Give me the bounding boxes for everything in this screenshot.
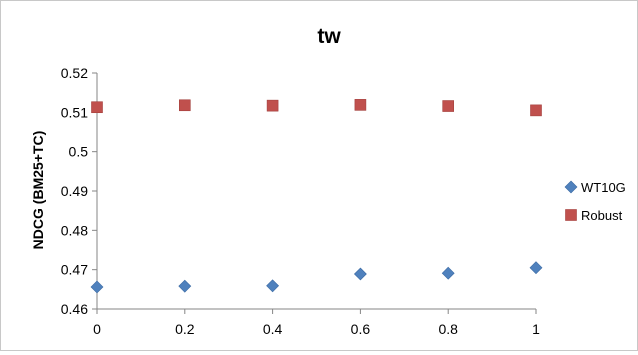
point-wt10g [266, 279, 280, 293]
point-wt10g [441, 266, 455, 280]
x-tick-label: 1 [532, 321, 540, 337]
x-tick-label: 0.2 [175, 321, 195, 337]
point-wt10g [178, 279, 192, 293]
y-tick-label: 0.51 [61, 104, 88, 120]
y-tick-label: 0.52 [61, 65, 88, 81]
chart-title: tw [317, 25, 341, 48]
legend-marker-wt10g [564, 180, 578, 194]
point-robust [530, 104, 542, 117]
x-tick-label: 0.6 [351, 321, 371, 337]
point-wt10g [529, 261, 543, 275]
legend-marker-robust [565, 209, 577, 221]
legend-label-robust: Robust [581, 208, 623, 223]
y-tick-label: 0.46 [61, 301, 88, 317]
legend-label-wt10g: WT10G [581, 180, 626, 195]
point-robust [442, 100, 455, 112]
y-tick-label: 0.47 [61, 262, 88, 278]
axes: 0.46 0.47 0.48 0.49 0.5 0.51 0.52 0 0.2 0.4 0.6 0.8… [61, 65, 540, 337]
y-tick-label: 0.5 [69, 144, 89, 160]
x-tick-label: 0.4 [263, 321, 283, 337]
x-tick-label: 0.8 [438, 321, 458, 337]
data-marks [90, 99, 543, 294]
point-wt10g [90, 280, 104, 294]
point-robust [91, 101, 103, 114]
legend: WT10G Robust [564, 180, 626, 223]
y-tick-label: 0.49 [61, 183, 88, 199]
point-robust [266, 99, 279, 112]
point-robust [354, 99, 367, 111]
series-robust [91, 99, 542, 117]
point-robust [179, 99, 191, 112]
point-wt10g [353, 267, 367, 281]
y-tick-label: 0.48 [61, 222, 88, 238]
y-axis-label: NDCG (BM25+TC) [30, 131, 46, 250]
series-wt10g [90, 261, 543, 294]
x-tick-label: 0 [93, 321, 101, 337]
